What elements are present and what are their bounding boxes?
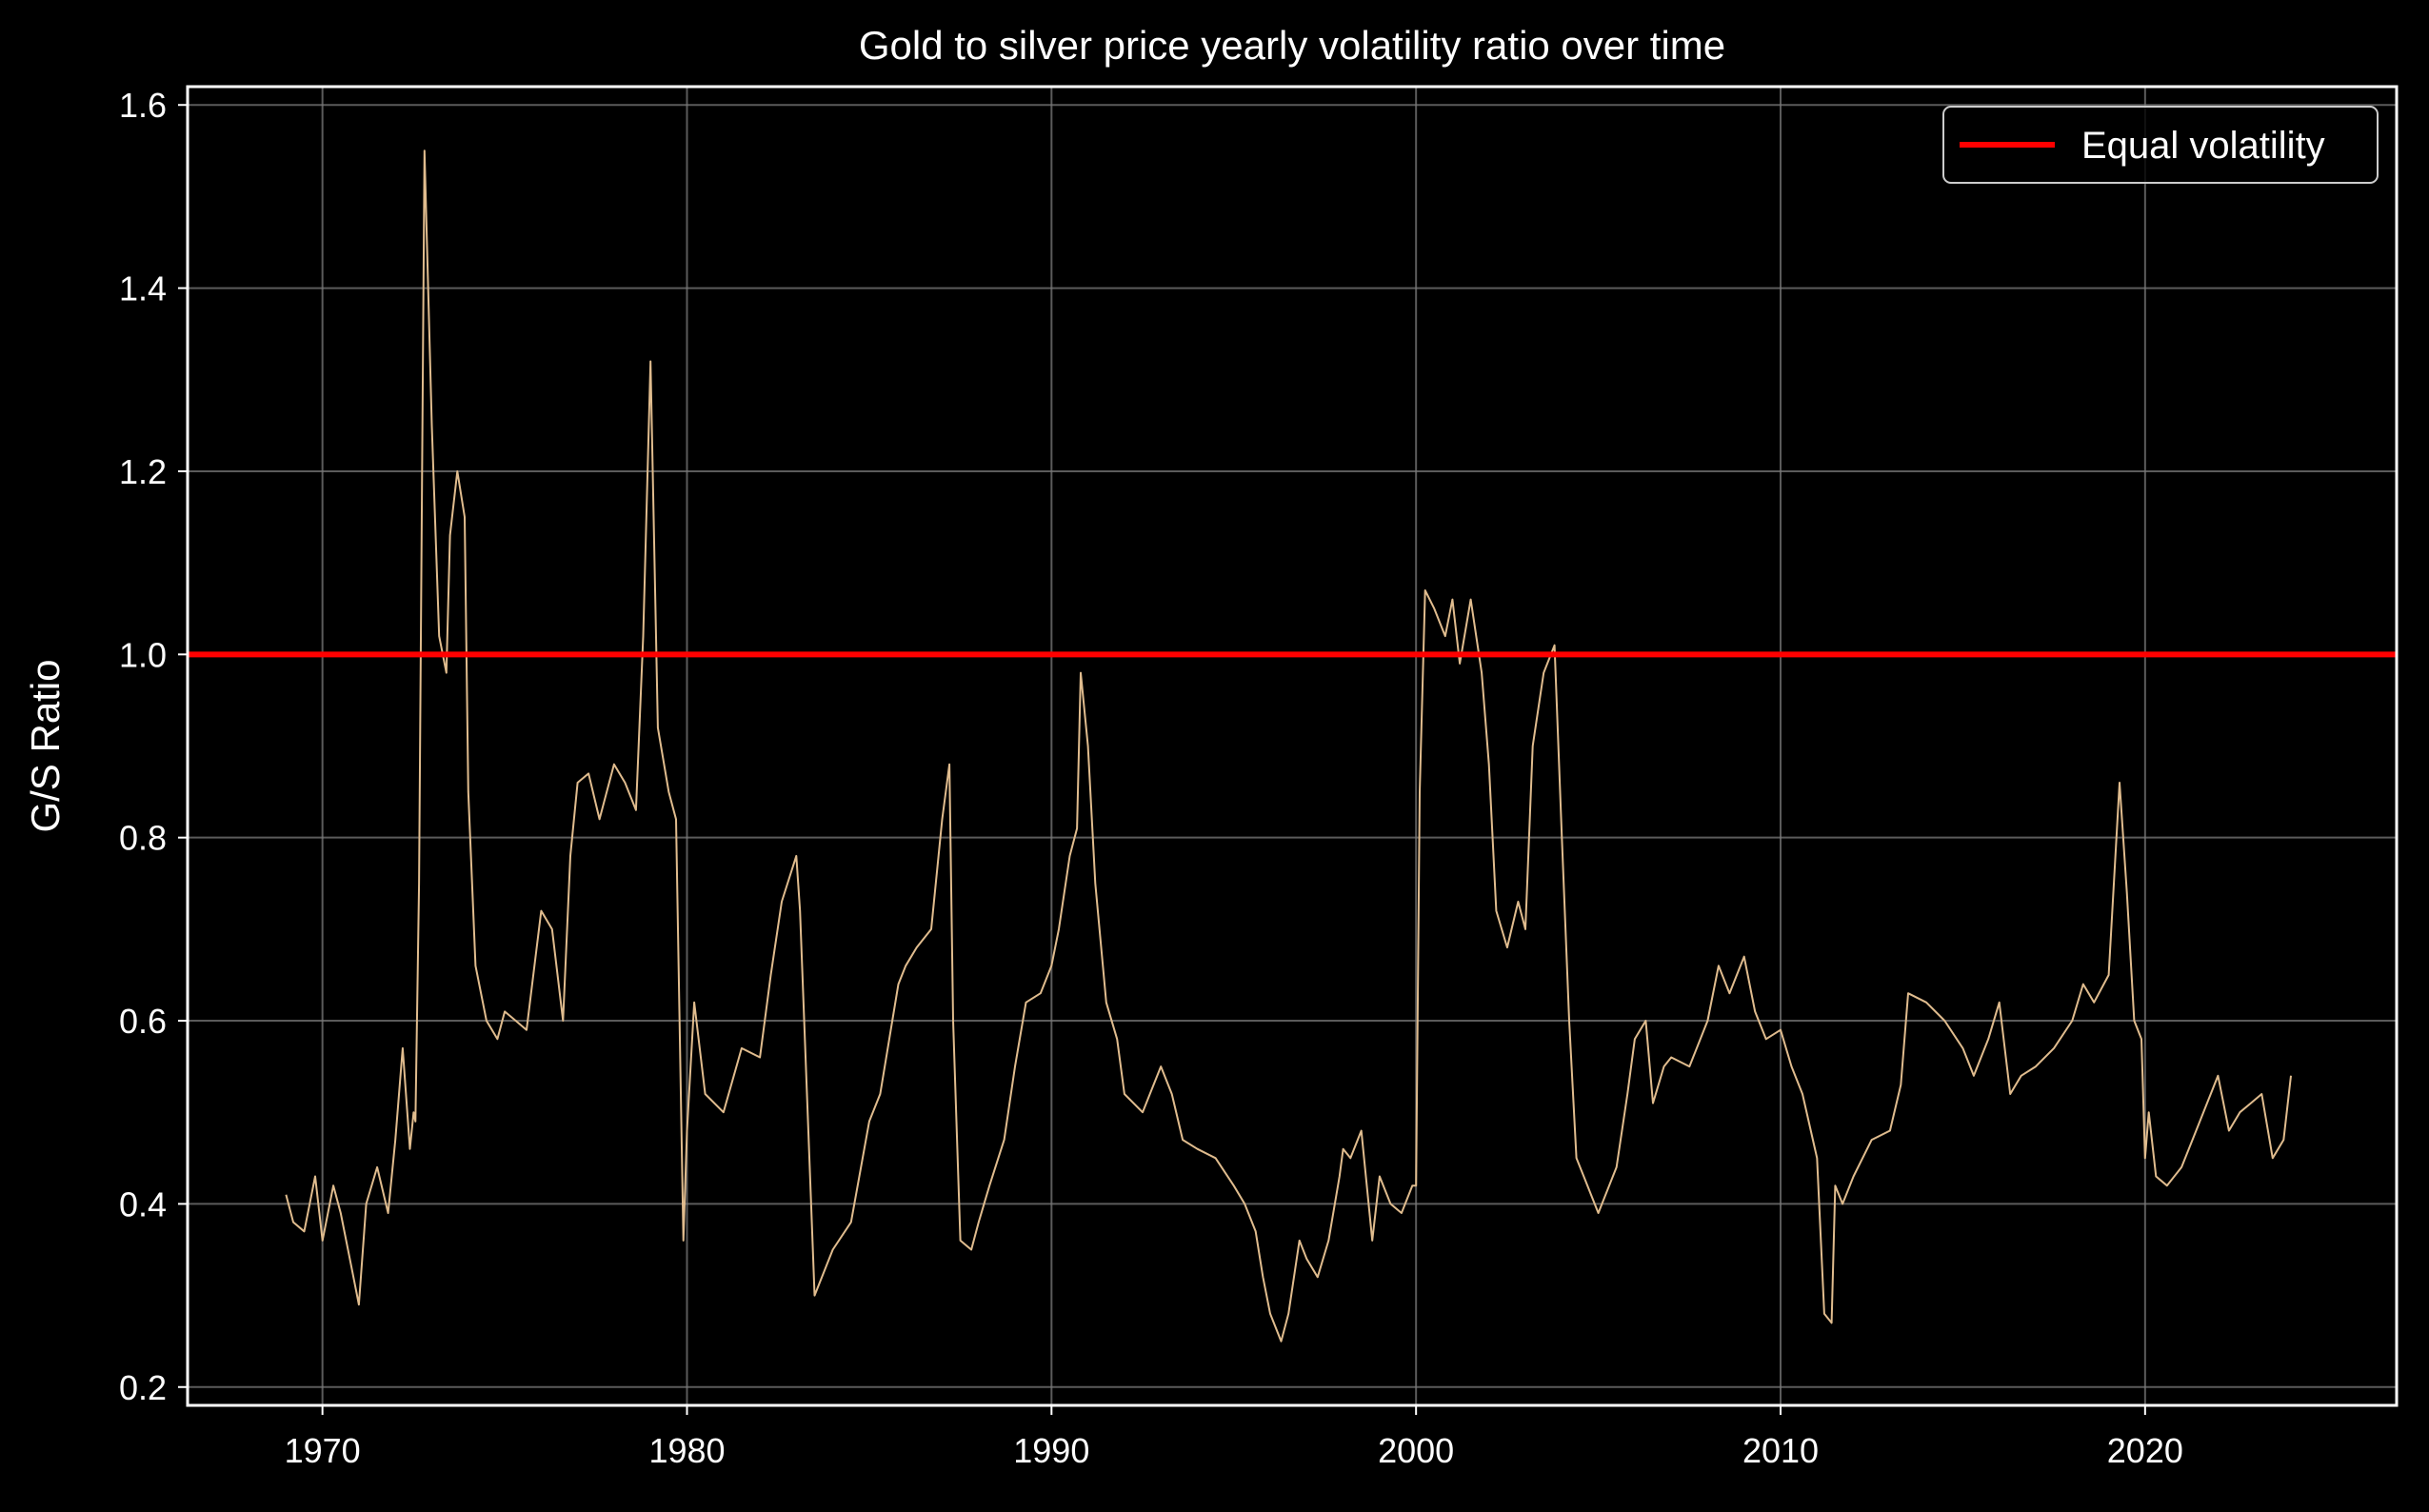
x-tick-label-2010: 2010 [1742, 1431, 1819, 1470]
legend-box [1942, 106, 2379, 184]
y-tick-label-1.0: 1.0 [119, 635, 167, 674]
y-tick-label-0.2: 0.2 [119, 1368, 167, 1407]
y-tick-label-0.6: 0.6 [119, 1002, 167, 1041]
legend-label-equal-volatility: Equal volatility [2081, 125, 2325, 167]
x-tick-label-1980: 1980 [648, 1431, 725, 1470]
series-line-gs-ratio [285, 149, 2292, 1343]
y-tick-label-1.6: 1.6 [119, 86, 167, 125]
tick-layer: 1970 1980 1990 2000 2010 2020 0.2 0.4 0.6 0.8 1.0 1… [119, 86, 2183, 1470]
x-tick-label-1970: 1970 [285, 1431, 361, 1470]
y-tick-label-1.2: 1.2 [119, 452, 167, 491]
plot-frame [186, 85, 2399, 1407]
legend: Equal volatility [1942, 106, 2379, 184]
y-tick-label-1.4: 1.4 [119, 269, 167, 308]
chart-title: Gold to silver price yearly volatility r… [859, 23, 1725, 68]
x-tick-label-2000: 2000 [1378, 1431, 1454, 1470]
y-tick-label-0.8: 0.8 [119, 819, 167, 858]
x-tick-label-2020: 2020 [2107, 1431, 2183, 1470]
x-tick-label-1990: 1990 [1013, 1431, 1089, 1470]
series-layer [285, 149, 2292, 1343]
y-axis-label: G/S Ratio [23, 659, 68, 832]
y-tick-label-0.4: 0.4 [119, 1184, 167, 1224]
